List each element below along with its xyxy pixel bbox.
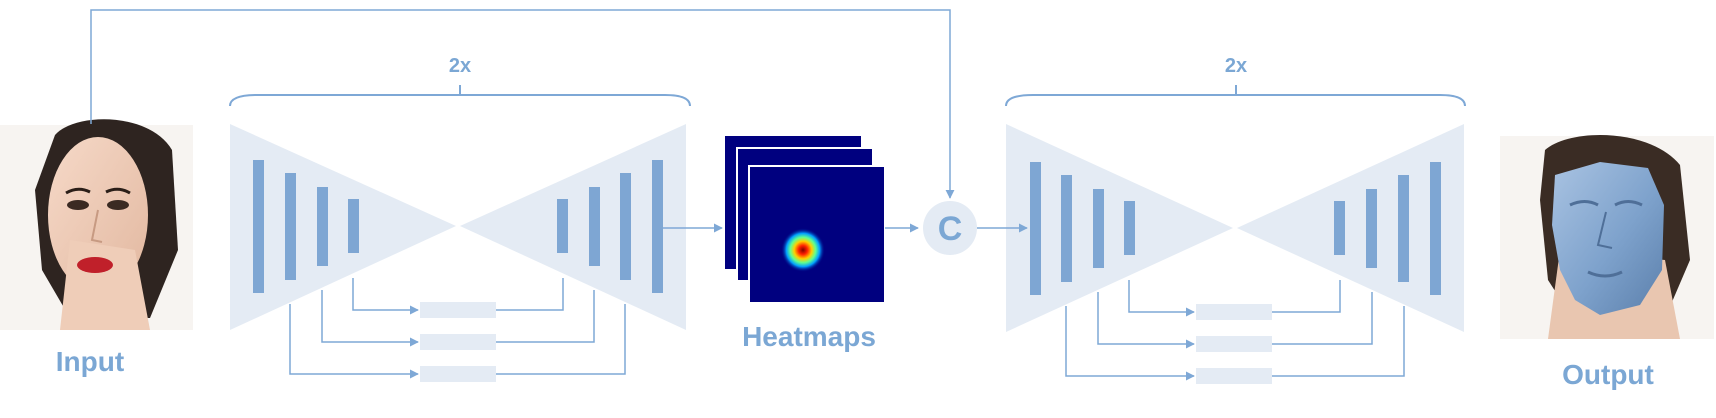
- heatmaps-label: Heatmaps: [742, 321, 876, 352]
- hourglass-block-left: [229, 85, 691, 382]
- repeat-label-right: 2x: [1225, 55, 1247, 77]
- output-label: Output: [1562, 359, 1654, 390]
- skip-connection-line: [90, 9, 955, 199]
- concat-node: C: [923, 201, 977, 255]
- concat-label: C: [938, 210, 963, 248]
- input-label: Input: [56, 346, 124, 377]
- input-face-photo: [0, 119, 193, 330]
- heatmap-stack-icon: [725, 136, 886, 304]
- hourglass-block-right: [1005, 85, 1466, 384]
- output-face-mesh-photo: [1500, 135, 1714, 339]
- repeat-label-left: 2x: [449, 55, 471, 77]
